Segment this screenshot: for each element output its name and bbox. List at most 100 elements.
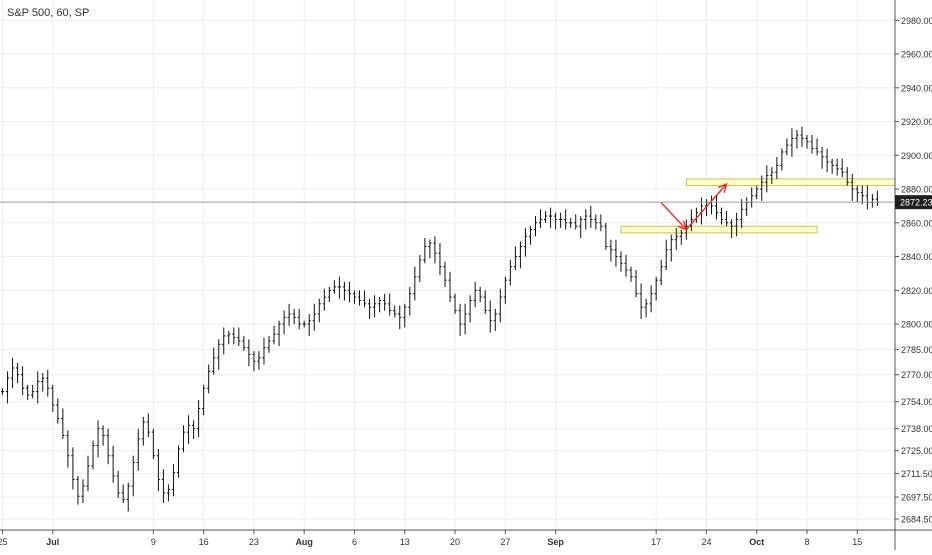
x-tick-label: 6 bbox=[352, 537, 357, 547]
ohlc-bar bbox=[775, 156, 779, 179]
y-tick-label: 2840.00 bbox=[901, 252, 932, 262]
ohlc-bar bbox=[820, 146, 824, 169]
ohlc-bar bbox=[71, 447, 75, 490]
ohlc-bar bbox=[262, 337, 266, 365]
ohlc-bar bbox=[352, 290, 357, 304]
ohlc-bar bbox=[131, 455, 135, 497]
ohlc-bar bbox=[322, 288, 326, 311]
ohlc-bar bbox=[312, 303, 316, 331]
ohlc-bar bbox=[342, 281, 347, 301]
x-tick-label: 20 bbox=[450, 537, 460, 547]
ohlc-bar bbox=[116, 470, 120, 498]
ohlc-bar bbox=[51, 384, 55, 412]
ohlc-bar bbox=[347, 281, 352, 303]
ohlc-bar bbox=[714, 195, 719, 220]
ohlc-bar bbox=[282, 310, 286, 335]
ohlc-bar bbox=[473, 281, 477, 308]
ohlc-bar bbox=[875, 190, 880, 206]
last-price-layer: 2872.23 bbox=[0, 195, 932, 210]
ohlc-bar bbox=[493, 308, 497, 331]
ohlc-bar bbox=[850, 173, 854, 201]
grid-layer bbox=[0, 0, 895, 530]
y-tick-label: 2800.00 bbox=[901, 320, 932, 330]
ohlc-bar bbox=[835, 158, 839, 176]
ohlc-bar bbox=[448, 271, 452, 303]
x-tick-label: 8 bbox=[805, 537, 810, 547]
ohlc-bar bbox=[186, 415, 191, 444]
ohlc-bar bbox=[569, 217, 573, 228]
ohlc-bar bbox=[161, 469, 166, 503]
ohlc-bar bbox=[151, 428, 155, 460]
ohlc-bar bbox=[649, 285, 653, 313]
ohlc-bar bbox=[111, 445, 115, 483]
ohlc-bar bbox=[156, 448, 160, 492]
ohlc-bar bbox=[735, 212, 739, 237]
ohlc-bar bbox=[855, 185, 859, 203]
ohlc-bar bbox=[297, 308, 301, 330]
ohlc-bar bbox=[624, 254, 628, 277]
ohlc-bar bbox=[56, 398, 60, 424]
ohlc-bar bbox=[679, 229, 683, 245]
ohlc-bar bbox=[694, 207, 698, 223]
ohlc-bar bbox=[513, 246, 517, 271]
ohlc-bar bbox=[790, 128, 794, 157]
ohlc-bar bbox=[166, 484, 171, 502]
ohlc-bar bbox=[438, 243, 442, 276]
x-axis: 25 Jul 9 16 23 Aug 6 13 20 27 Sep 17 24 Oct 8 15 bbox=[0, 529, 932, 547]
ohlc-bar bbox=[317, 298, 321, 323]
ohlc-bar bbox=[267, 335, 271, 353]
ohlc-bar bbox=[559, 212, 563, 228]
ohlc-bar bbox=[357, 290, 362, 306]
ohlc-bar bbox=[272, 325, 276, 345]
y-tick-label: 2697.50 bbox=[901, 493, 932, 503]
ohlc-bar bbox=[523, 227, 528, 257]
ohlc-bar bbox=[554, 212, 558, 230]
ohlc-bar bbox=[232, 327, 236, 345]
ohlc-bar bbox=[403, 303, 407, 328]
ohlc-bar bbox=[840, 158, 844, 178]
projection-arrow bbox=[660, 182, 728, 231]
ohlc-bar bbox=[760, 175, 764, 201]
ohlc-bar bbox=[96, 420, 100, 458]
ohlc-bar bbox=[709, 195, 714, 215]
ohlc-bar bbox=[755, 185, 759, 200]
ohlc-bar bbox=[750, 187, 754, 208]
ohlc-bar bbox=[46, 369, 50, 397]
y-tick-label: 2940.00 bbox=[901, 83, 932, 93]
x-tick-label: 25 bbox=[0, 537, 8, 547]
ohlc-bar bbox=[332, 280, 336, 294]
ohlc-bar bbox=[664, 239, 668, 271]
ohlc-bar bbox=[171, 464, 176, 497]
ohlc-bar bbox=[785, 138, 789, 156]
ohlc-bar bbox=[237, 327, 241, 347]
zone-layer bbox=[620, 178, 896, 234]
ohlc-bar bbox=[302, 320, 306, 328]
ohlc-bar bbox=[644, 298, 648, 318]
chart-title: S&P 500, 60, SP bbox=[7, 7, 90, 19]
y-tick-label: 2860.00 bbox=[901, 218, 932, 228]
y-tick-label: 2711.50 bbox=[901, 469, 932, 479]
y-tick-label: 2900.00 bbox=[901, 151, 932, 161]
y-tick-label: 2980.00 bbox=[901, 16, 932, 26]
ohlc-bar bbox=[367, 298, 372, 320]
ohlc-bar bbox=[433, 236, 437, 264]
ohlc-bar bbox=[327, 286, 331, 303]
ohlc-bar bbox=[770, 167, 774, 184]
ohlc-bar bbox=[508, 259, 512, 286]
y-tick-label: 2785.00 bbox=[901, 345, 932, 355]
y-tick-label: 2754.00 bbox=[901, 397, 932, 407]
ohlc-bar bbox=[207, 364, 211, 394]
ohlc-bar bbox=[589, 205, 593, 228]
ohlc-bar bbox=[217, 339, 221, 370]
ohlc-bar bbox=[141, 416, 145, 446]
ohlc-bar bbox=[76, 475, 80, 505]
ohlc-bar bbox=[548, 207, 553, 228]
ohlc-bar bbox=[212, 347, 216, 375]
ohlc-bar bbox=[91, 440, 95, 470]
y-tick-label: 2960.00 bbox=[901, 50, 932, 60]
ohlc-bar bbox=[659, 259, 663, 286]
ohlc-bar bbox=[222, 327, 226, 355]
ohlc-bar bbox=[242, 335, 246, 352]
